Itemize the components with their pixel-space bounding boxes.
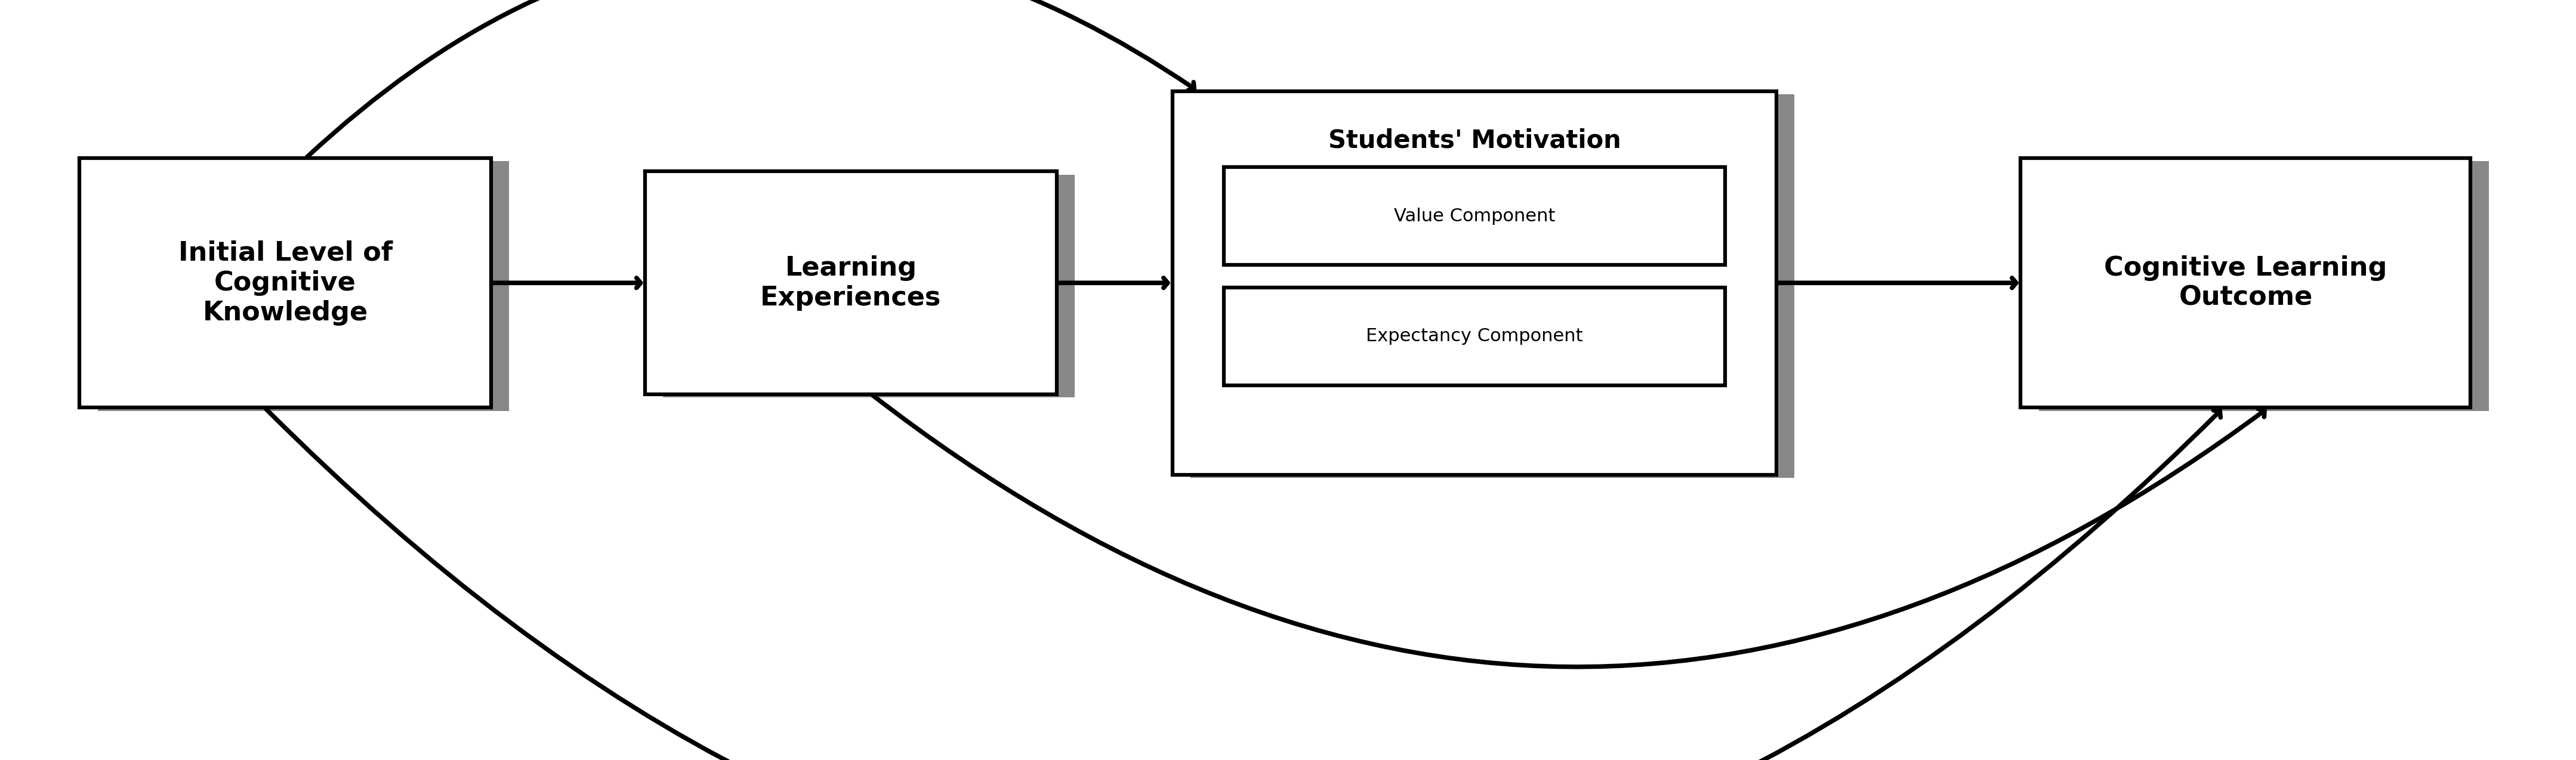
FancyBboxPatch shape [1242,170,1744,268]
FancyBboxPatch shape [644,172,1056,394]
Text: Students' Motivation: Students' Motivation [1329,128,1620,153]
Text: Cognitive Learning
Outcome: Cognitive Learning Outcome [2105,255,2388,311]
Text: Expectancy Component: Expectancy Component [1365,328,1582,345]
FancyBboxPatch shape [2038,161,2488,411]
FancyBboxPatch shape [662,175,1074,397]
FancyBboxPatch shape [1224,167,1726,265]
Text: Learning
Experiences: Learning Experiences [760,255,940,311]
FancyBboxPatch shape [80,158,492,407]
FancyBboxPatch shape [1242,290,1744,388]
Text: Initial Level of
Cognitive
Knowledge: Initial Level of Cognitive Knowledge [178,240,392,325]
FancyBboxPatch shape [2020,158,2470,407]
Text: Value Component: Value Component [1394,207,1556,225]
FancyBboxPatch shape [1172,91,1777,474]
FancyBboxPatch shape [1190,94,1795,478]
FancyBboxPatch shape [1224,287,1726,385]
FancyBboxPatch shape [98,161,510,411]
